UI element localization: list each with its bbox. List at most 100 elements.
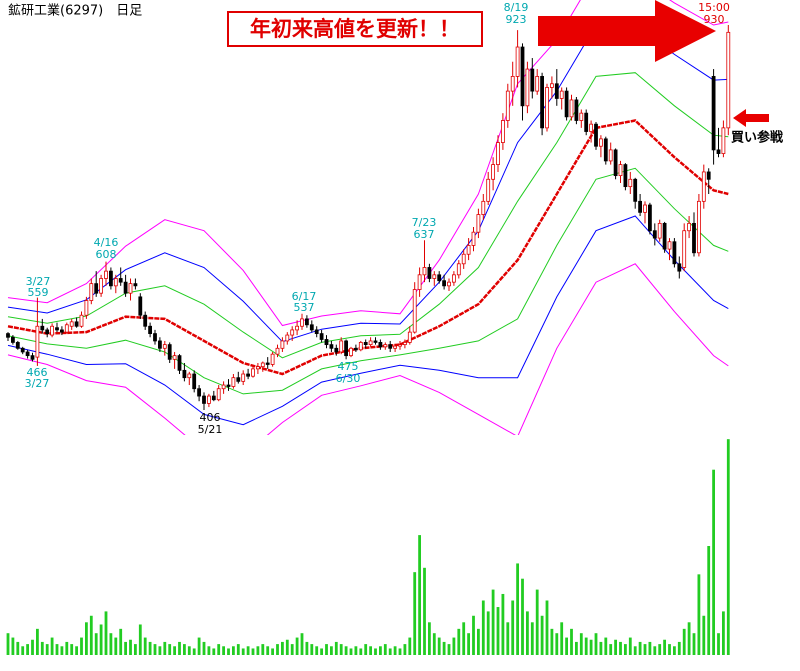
candle-body bbox=[113, 278, 118, 287]
volume-bar bbox=[663, 639, 666, 655]
volume-bar bbox=[408, 637, 412, 655]
volume-bar bbox=[227, 648, 230, 655]
volume-bar bbox=[628, 637, 632, 655]
volume-bar bbox=[555, 633, 559, 655]
volume-bar bbox=[40, 641, 44, 655]
volume-bar bbox=[11, 637, 15, 655]
volume-bar bbox=[134, 644, 137, 655]
volume-bar bbox=[452, 637, 456, 655]
candle-body bbox=[402, 342, 407, 346]
candle-body bbox=[672, 241, 677, 265]
candle-body bbox=[476, 214, 481, 233]
volume-bar bbox=[212, 648, 216, 655]
volume-bar bbox=[163, 641, 167, 655]
candle-body bbox=[50, 325, 54, 336]
candle-body bbox=[79, 314, 84, 327]
volume-bar bbox=[85, 622, 88, 655]
volume-bar bbox=[447, 644, 451, 655]
volume-bar bbox=[334, 641, 338, 655]
volume-bar bbox=[261, 644, 265, 655]
candle-body bbox=[594, 123, 598, 147]
candle-body bbox=[466, 245, 471, 255]
candle-body bbox=[628, 178, 633, 188]
volume-bar bbox=[589, 639, 593, 655]
volume-bar bbox=[496, 607, 500, 655]
candle-body bbox=[638, 200, 642, 213]
candle-body bbox=[45, 329, 50, 334]
candle-body bbox=[706, 171, 711, 180]
candle-body bbox=[89, 283, 94, 301]
volume-bar bbox=[722, 611, 725, 655]
candle-body bbox=[574, 99, 579, 121]
volume-bar bbox=[344, 646, 348, 655]
volume-bar bbox=[374, 648, 377, 655]
volume-bar bbox=[129, 639, 132, 655]
volume-bar bbox=[594, 633, 598, 655]
volume-bar bbox=[707, 546, 711, 655]
volume-bar bbox=[80, 637, 83, 655]
volume-bar bbox=[21, 646, 25, 655]
callout-text: 買い参戦 bbox=[731, 130, 784, 146]
volume-bar bbox=[300, 633, 304, 655]
volume-bar bbox=[55, 644, 59, 655]
candle-body bbox=[657, 222, 662, 239]
candle-body bbox=[505, 90, 510, 121]
volume-bar bbox=[530, 622, 534, 655]
candle-body bbox=[481, 200, 486, 215]
candle-body bbox=[608, 149, 613, 162]
volume-bar bbox=[369, 646, 372, 655]
volume-bar bbox=[668, 644, 671, 655]
candle-body bbox=[275, 347, 280, 355]
volume-bar bbox=[692, 633, 696, 655]
candle-body bbox=[74, 321, 79, 327]
volume-bar bbox=[359, 648, 363, 655]
annotation-price: 406 bbox=[200, 411, 221, 424]
volume-bar bbox=[511, 600, 515, 655]
candle-body bbox=[251, 368, 255, 377]
candle-body bbox=[216, 388, 221, 401]
volume-bar bbox=[119, 628, 123, 655]
annotation-price: 537 bbox=[294, 301, 315, 314]
volume-bar bbox=[535, 589, 539, 655]
candle-body bbox=[148, 325, 153, 334]
volume-bar bbox=[104, 611, 108, 655]
volume-bar bbox=[75, 646, 78, 655]
volume-bar bbox=[584, 637, 588, 655]
volume-bar bbox=[143, 637, 147, 655]
candle-body bbox=[456, 263, 461, 276]
annotation-label: 7/23 bbox=[412, 216, 437, 229]
candle-body bbox=[500, 120, 505, 143]
band-line bbox=[7, 167, 729, 395]
annotation-price: 637 bbox=[414, 228, 435, 241]
volume-bar bbox=[682, 628, 686, 655]
candle-body bbox=[295, 325, 300, 331]
volume-bar bbox=[183, 644, 186, 655]
candle-body bbox=[726, 31, 731, 129]
volume-bar bbox=[579, 633, 583, 655]
candle-body bbox=[437, 274, 442, 282]
volume-bar bbox=[648, 641, 652, 655]
candle-body bbox=[99, 278, 103, 294]
volume-bar bbox=[658, 644, 662, 655]
volume-bar bbox=[241, 648, 245, 655]
volume-bar bbox=[393, 646, 397, 655]
volume-bar bbox=[94, 633, 98, 655]
volume-bar bbox=[266, 646, 270, 655]
candle-body bbox=[138, 296, 143, 316]
volume-bar bbox=[168, 644, 172, 655]
candle-body bbox=[162, 344, 167, 349]
callout-arrow bbox=[733, 109, 769, 127]
volume-bar bbox=[428, 622, 431, 655]
candle-body bbox=[559, 90, 564, 99]
candle-body bbox=[461, 253, 466, 265]
volume-bar bbox=[65, 641, 69, 655]
candle-body bbox=[682, 230, 687, 268]
volume-bar bbox=[560, 622, 564, 655]
candle-body bbox=[716, 149, 721, 154]
candle-body bbox=[270, 353, 275, 365]
candle-body bbox=[569, 99, 574, 118]
volume-bar bbox=[575, 641, 578, 655]
candle-body bbox=[427, 267, 432, 279]
candle-body bbox=[329, 344, 334, 349]
candle-body bbox=[226, 384, 231, 387]
